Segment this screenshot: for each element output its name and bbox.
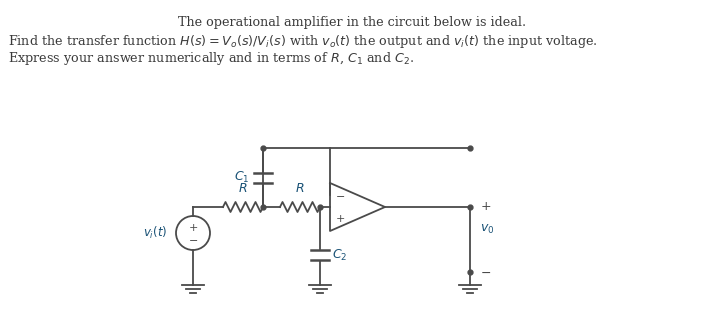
Text: $+$: $+$ [480, 200, 491, 214]
Text: $+$: $+$ [335, 214, 345, 225]
Text: R: R [296, 182, 304, 195]
Text: The operational amplifier in the circuit below is ideal.: The operational amplifier in the circuit… [178, 16, 526, 29]
Text: $-$: $-$ [188, 234, 198, 244]
Text: Find the transfer function $H(s) = V_o(s)/V_i(s)$ with $v_o(t)$ the output and $: Find the transfer function $H(s) = V_o(s… [8, 33, 598, 50]
Text: $C_1$: $C_1$ [234, 170, 249, 185]
Text: $-$: $-$ [480, 265, 491, 278]
Text: $-$: $-$ [335, 190, 345, 200]
Text: $v_i(t)$: $v_i(t)$ [143, 225, 167, 241]
Text: $C_2$: $C_2$ [332, 247, 347, 262]
Text: Express your answer numerically and in terms of $R$, $C_1$ and $C_2$.: Express your answer numerically and in t… [8, 50, 414, 67]
Text: $v_0$: $v_0$ [480, 222, 494, 236]
Text: +: + [188, 223, 198, 233]
Text: R: R [239, 182, 247, 195]
